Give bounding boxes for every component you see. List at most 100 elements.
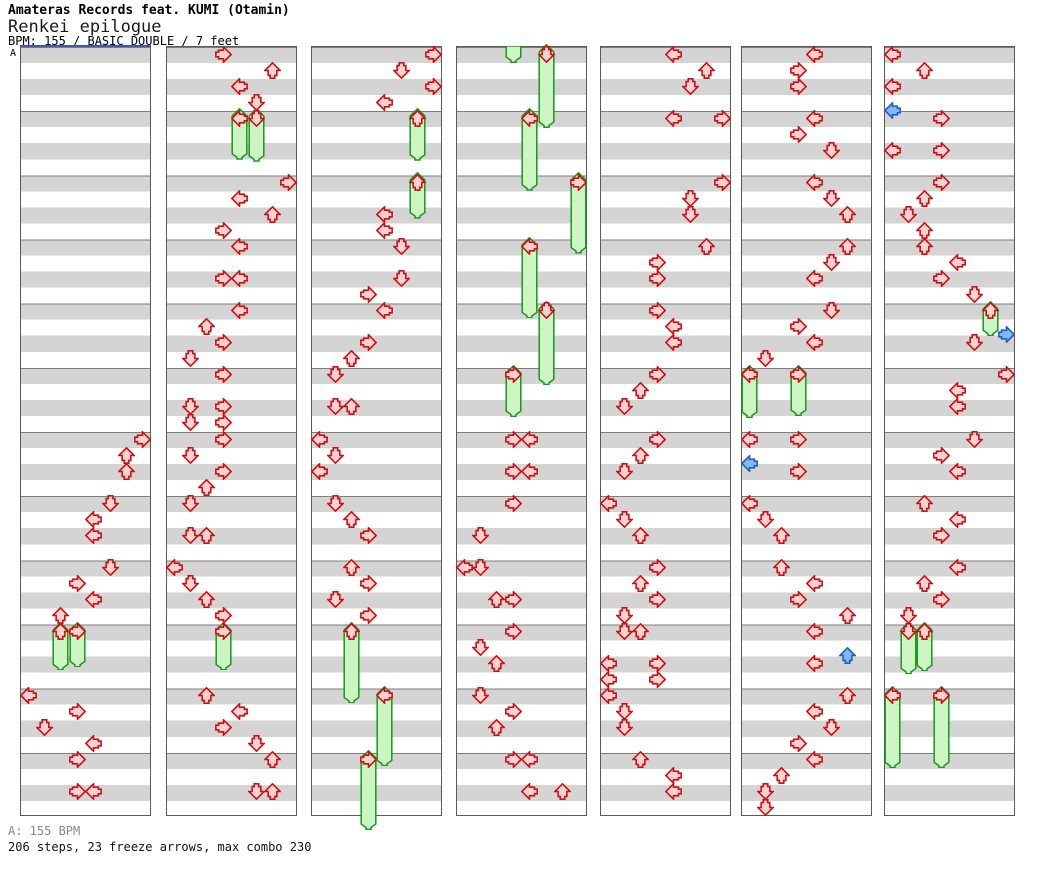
note-arrow-right: [789, 589, 808, 609]
note-arrow-right: [425, 76, 443, 96]
note-arrow-right: [648, 365, 667, 385]
note-arrow-up: [197, 526, 217, 544]
freeze-head-arrow-down: [536, 302, 556, 320]
freeze-body: [521, 107, 538, 191]
note-arrow-right: [998, 365, 1016, 385]
note-arrow-right: [648, 670, 667, 690]
note-arrow-left: [84, 734, 103, 754]
note-arrow-left: [883, 76, 901, 96]
note-arrow-up: [262, 205, 283, 223]
note-arrow-left: [664, 44, 683, 64]
note-arrow-left: [805, 333, 824, 353]
note-arrow-down: [391, 238, 411, 256]
note-arrow-left: [230, 301, 249, 321]
note-arrow-left: [740, 493, 758, 513]
note-arrow-left: [883, 44, 901, 64]
note-arrow-right: [359, 605, 378, 626]
chart-column-5: [600, 46, 731, 816]
note-arrow-left: [948, 397, 967, 417]
note-arrow-up: [631, 751, 651, 769]
note-arrow-right: [359, 333, 378, 353]
note-arrow-down: [470, 526, 491, 545]
note-arrow-down: [34, 719, 55, 737]
note-arrow-right: [648, 301, 667, 321]
chart-column-2: [166, 46, 297, 816]
freeze-head-arrow-down: [246, 109, 266, 127]
freeze-head-arrow-up: [980, 301, 1001, 320]
note-arrow-left: [230, 702, 249, 722]
freeze-head-arrow-right: [214, 621, 233, 642]
note-arrow-right: [504, 589, 523, 609]
note-arrow-left: [599, 670, 617, 690]
note-arrow-right: [359, 525, 378, 545]
note-arrow-down: [614, 462, 635, 480]
note-arrow-up: [696, 237, 717, 255]
note-arrow-left: [805, 268, 824, 289]
freeze-head-arrow-left: [375, 686, 394, 706]
note-arrow-up: [342, 558, 362, 576]
note-arrow-down: [821, 254, 841, 272]
note-arrow-left: [520, 782, 539, 802]
note-arrow-left: [84, 509, 103, 529]
freeze-head-arrow-right: [504, 365, 523, 385]
offbeat-note-arrow-right: [998, 325, 1016, 345]
note-arrow-up: [631, 526, 651, 544]
note-arrow-left: [375, 301, 394, 321]
note-arrow-up: [837, 237, 858, 255]
note-arrow-right: [214, 605, 233, 626]
note-arrow-left: [19, 686, 37, 706]
freeze-body: [884, 685, 901, 768]
note-arrow-down: [821, 302, 841, 320]
freeze-body: [570, 172, 587, 254]
offbeat-note-arrow-up: [837, 646, 858, 665]
note-arrow-up: [51, 606, 71, 624]
note-arrow-left: [455, 557, 473, 577]
note-arrow-down: [614, 510, 635, 528]
note-arrow-right: [214, 429, 233, 449]
note-arrow-down: [614, 623, 635, 641]
note-arrow-up: [631, 382, 651, 400]
note-arrow-up: [197, 478, 217, 496]
freeze-head-arrow-left: [520, 236, 539, 257]
note-arrow-left: [805, 44, 824, 64]
note-arrow-left: [805, 573, 824, 593]
freeze-head-arrow-up: [407, 173, 428, 191]
note-arrow-down: [246, 783, 266, 801]
note-arrow-down: [325, 366, 346, 384]
note-arrow-left: [310, 429, 328, 449]
note-arrow-up: [487, 590, 507, 608]
note-arrow-left: [230, 188, 249, 208]
note-arrow-up: [837, 205, 858, 223]
note-arrow-up: [631, 622, 651, 640]
note-arrow-up: [197, 317, 217, 336]
note-arrow-up: [262, 751, 283, 769]
note-arrow-up: [915, 189, 935, 207]
note-arrow-down: [614, 398, 635, 416]
note-arrow-down: [614, 607, 635, 625]
note-arrow-down: [755, 799, 776, 817]
freeze-body: [538, 300, 555, 385]
note-arrow-down: [821, 189, 841, 208]
freeze-body: [343, 621, 360, 704]
note-arrow-right: [648, 557, 667, 577]
note-arrow-left: [520, 461, 539, 481]
note-arrow-up: [915, 221, 935, 239]
note-arrow-down: [391, 270, 411, 288]
note-arrow-right: [789, 60, 808, 80]
note-arrow-up: [837, 686, 858, 705]
note-arrow-left: [805, 172, 824, 192]
note-arrow-up: [342, 510, 362, 528]
freeze-body: [538, 43, 555, 128]
note-arrow-right: [214, 413, 233, 433]
freeze-head-arrow-left: [740, 365, 758, 385]
note-arrow-right: [714, 108, 732, 128]
note-arrow-left: [805, 621, 824, 642]
note-arrow-down: [470, 687, 491, 705]
note-arrow-left: [165, 557, 183, 577]
freeze-head-arrow-up: [915, 622, 935, 640]
note-arrow-right: [214, 44, 233, 64]
note-arrow-down: [755, 783, 776, 801]
note-arrow-right: [932, 589, 951, 609]
note-arrow-down: [391, 61, 411, 79]
